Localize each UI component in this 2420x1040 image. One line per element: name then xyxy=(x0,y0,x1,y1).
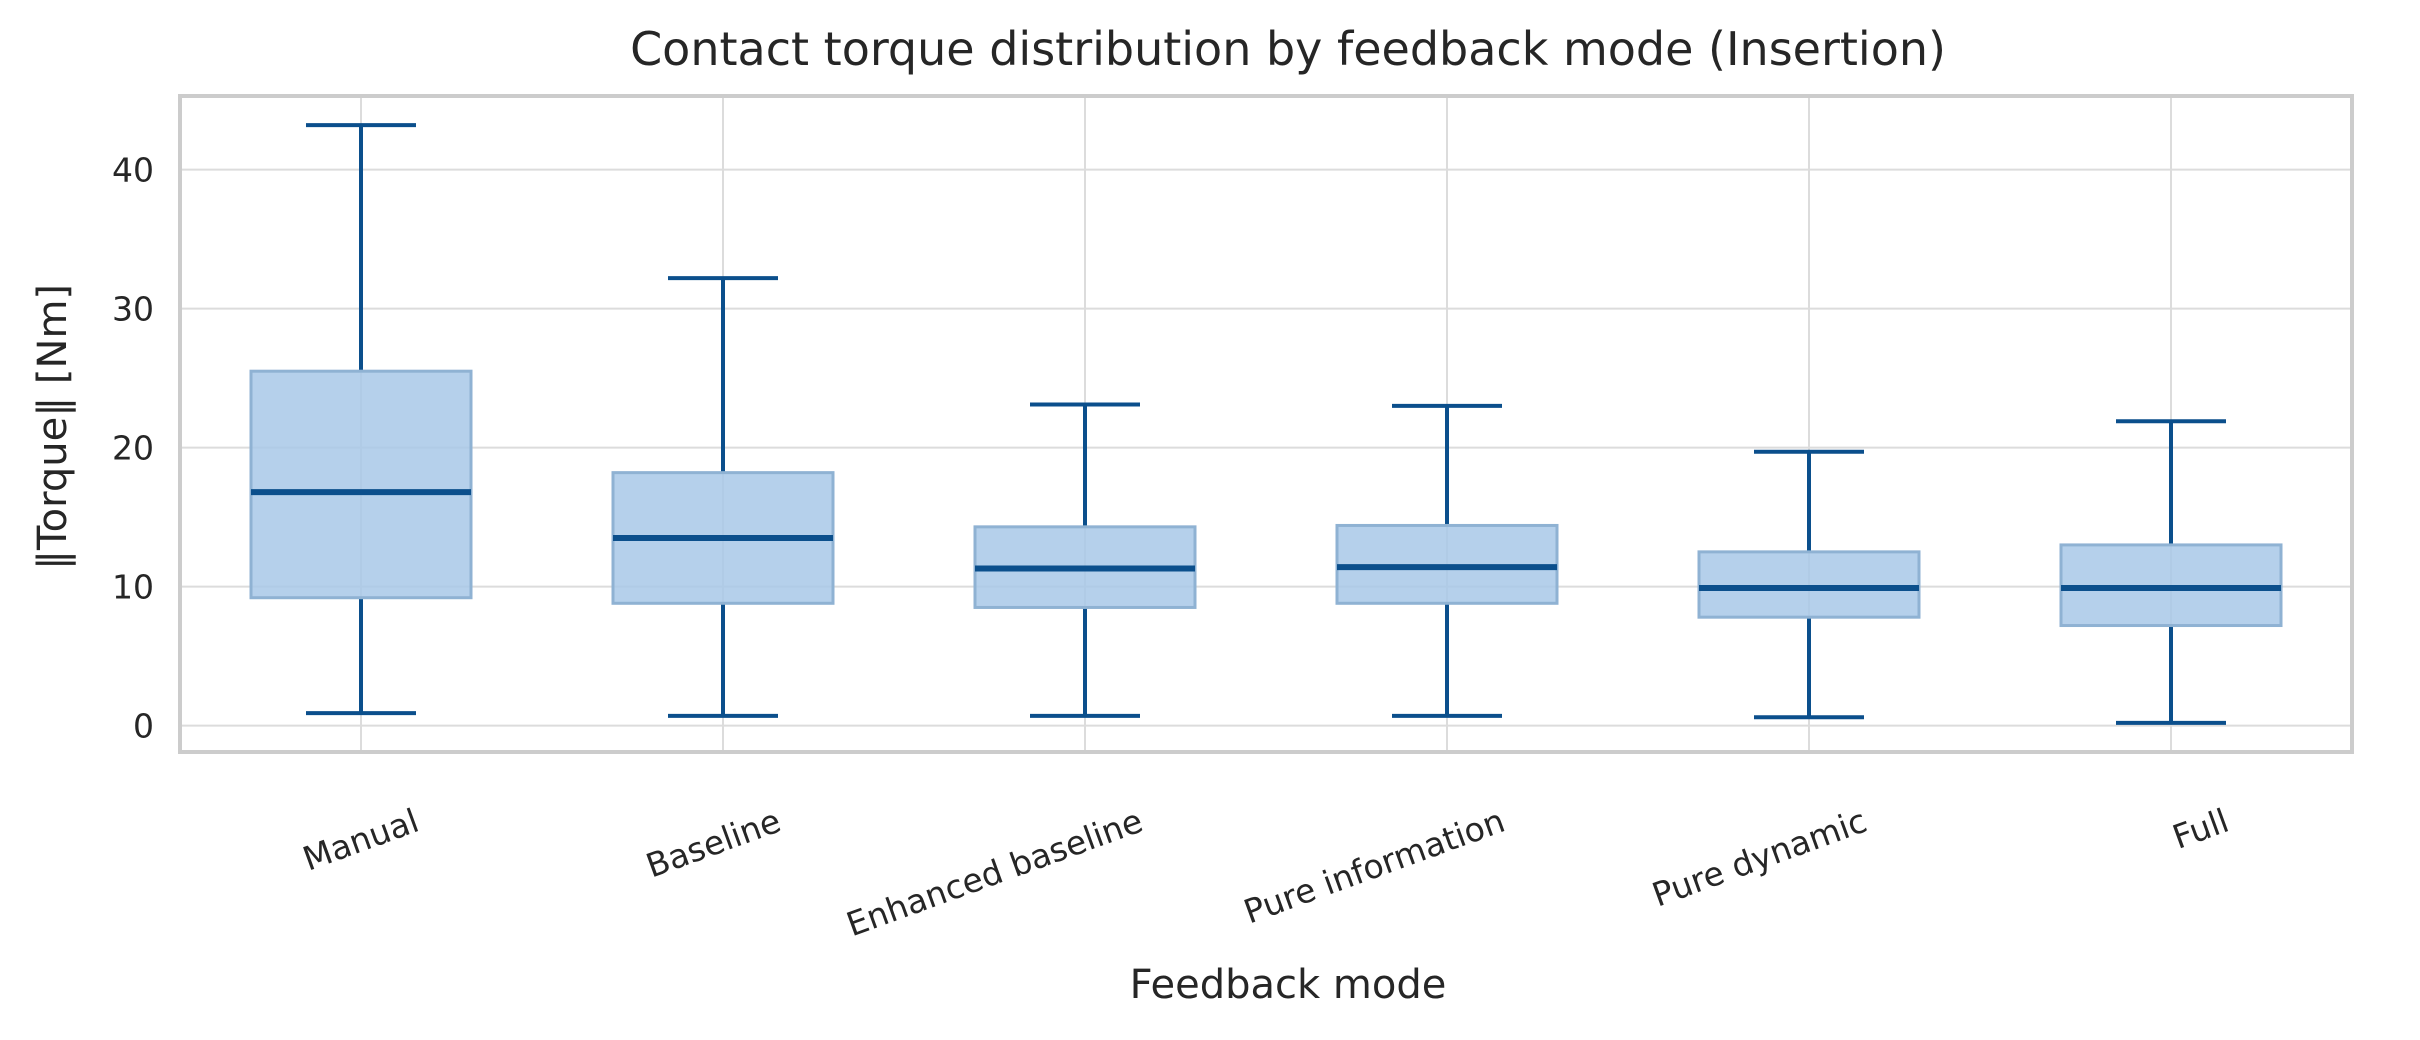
y-tick-label: 40 xyxy=(112,151,154,190)
y-tick-label: 30 xyxy=(112,290,154,329)
box-iqr xyxy=(1697,550,1921,619)
y-axis-label: ‖Torque‖ [Nm] xyxy=(30,284,76,570)
box-group-5 xyxy=(2059,419,2283,725)
y-tick-label: 20 xyxy=(112,429,154,468)
chart-title: Contact torque distribution by feedback … xyxy=(630,22,1946,76)
box-layer xyxy=(249,123,2283,725)
plot-frame xyxy=(178,94,2354,754)
box-group-0 xyxy=(249,123,473,716)
box-group-3 xyxy=(1335,403,1559,718)
box-group-2 xyxy=(973,402,1197,718)
box-group-1 xyxy=(611,276,835,718)
box-iqr xyxy=(249,369,473,600)
box-group-4 xyxy=(1697,449,1921,720)
y-tick-labels: 0 10 20 30 40 xyxy=(112,151,154,746)
x-axis-label: Feedback mode xyxy=(1130,962,1447,1008)
y-tick-label: 0 xyxy=(133,707,154,746)
y-tick-label: 10 xyxy=(112,568,154,607)
